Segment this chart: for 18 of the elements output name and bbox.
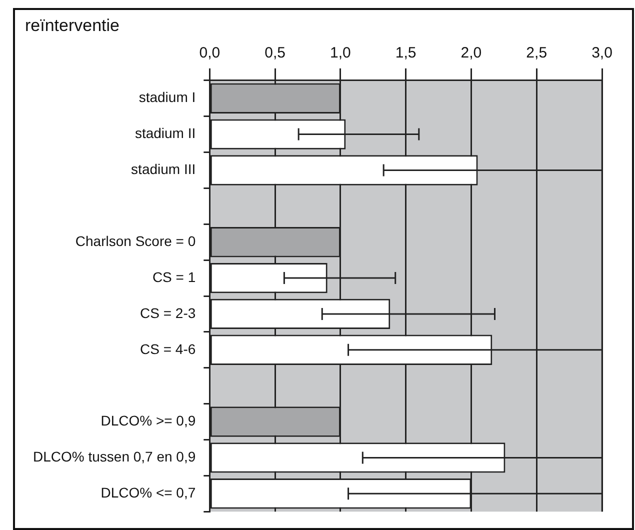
text: reïnterventie (25, 16, 120, 35)
y-tick-label: Charlson Score = 0 (75, 232, 196, 249)
y-tick-label: CS = 4-6 (140, 340, 196, 357)
y-tick-label: DLCO% tussen 0,7 en 0,9 (32, 448, 196, 465)
y-tick-label: stadium II (134, 125, 196, 142)
y-tick-label: CS = 1 (152, 268, 196, 285)
x-tick-label: 0,5 (264, 44, 286, 62)
y-tick-label: stadium I (138, 89, 196, 106)
y-tick-label: DLCO% >= 0,9 (100, 412, 196, 429)
x-tick-label: 3,0 (592, 44, 612, 62)
x-tick-label: 2,5 (526, 44, 548, 62)
y-tick-label: CS = 2-3 (140, 304, 196, 321)
y-tick-label: stadium III (131, 161, 196, 178)
y-tick-label: DLCO% <= 0,7 (100, 484, 196, 500)
x-tick-label: 0,0 (199, 44, 220, 62)
x-tick-label: 1,5 (395, 44, 416, 62)
x-tick-label: 1,0 (330, 44, 351, 62)
x-tick-label: 2,0 (460, 44, 482, 62)
